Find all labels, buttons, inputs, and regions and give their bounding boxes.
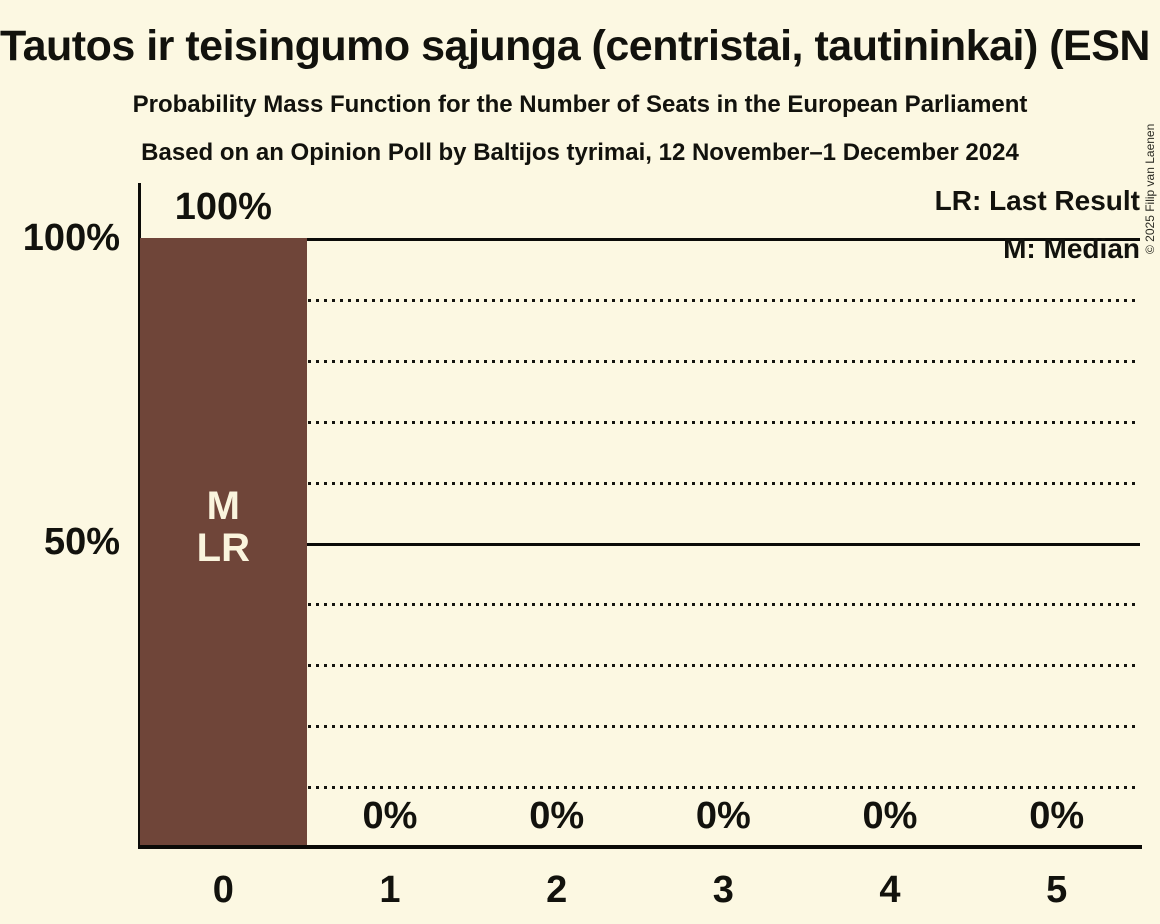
gridline-dotted-90 bbox=[140, 298, 1140, 302]
x-tick-label-0: 0 bbox=[212, 869, 234, 911]
gridline-dotted-70 bbox=[140, 420, 1140, 424]
gridline-dotted-80 bbox=[140, 359, 1140, 363]
y-axis-line bbox=[138, 183, 141, 848]
bar-value-label-3: 0% bbox=[695, 795, 751, 837]
gridline-dotted-60 bbox=[140, 481, 1140, 485]
gridline-solid-100 bbox=[140, 238, 1140, 241]
x-axis-line bbox=[138, 845, 1142, 849]
y-tick-label-100: 100% bbox=[22, 217, 120, 259]
bar-value-label-5: 0% bbox=[1029, 795, 1085, 837]
legend-last-result: LR: Last Result bbox=[934, 185, 1140, 216]
bar-value-label-0: 100% bbox=[174, 186, 272, 228]
gridline-dotted-40 bbox=[140, 603, 1140, 607]
x-tick-label-3: 3 bbox=[712, 869, 734, 911]
chart-source-line: Based on an Opinion Poll by Baltijos tyr… bbox=[141, 139, 1019, 166]
x-tick-label-5: 5 bbox=[1046, 869, 1068, 911]
bar-annotation-median-lastresult: M LR bbox=[196, 484, 250, 570]
gridline-dotted-30 bbox=[140, 664, 1140, 668]
x-tick-label-2: 2 bbox=[546, 869, 568, 911]
bar-value-label-4: 0% bbox=[862, 795, 918, 837]
legend-median: M: Median bbox=[1003, 233, 1140, 264]
x-tick-label-1: 1 bbox=[379, 869, 401, 911]
gridline-dotted-20 bbox=[140, 725, 1140, 729]
bar-value-label-1: 0% bbox=[362, 795, 418, 837]
x-tick-label-4: 4 bbox=[879, 869, 901, 911]
y-tick-label-50: 50% bbox=[43, 521, 120, 563]
bar-value-label-2: 0% bbox=[529, 795, 585, 837]
gridline-solid-50 bbox=[140, 542, 1140, 546]
gridline-dotted-10 bbox=[140, 786, 1140, 790]
chart-subtitle: Probability Mass Function for the Number… bbox=[132, 91, 1028, 118]
bar-0 bbox=[140, 238, 307, 847]
chart-title: Tautos ir teisingumo sąjunga (centristai… bbox=[0, 22, 1150, 70]
